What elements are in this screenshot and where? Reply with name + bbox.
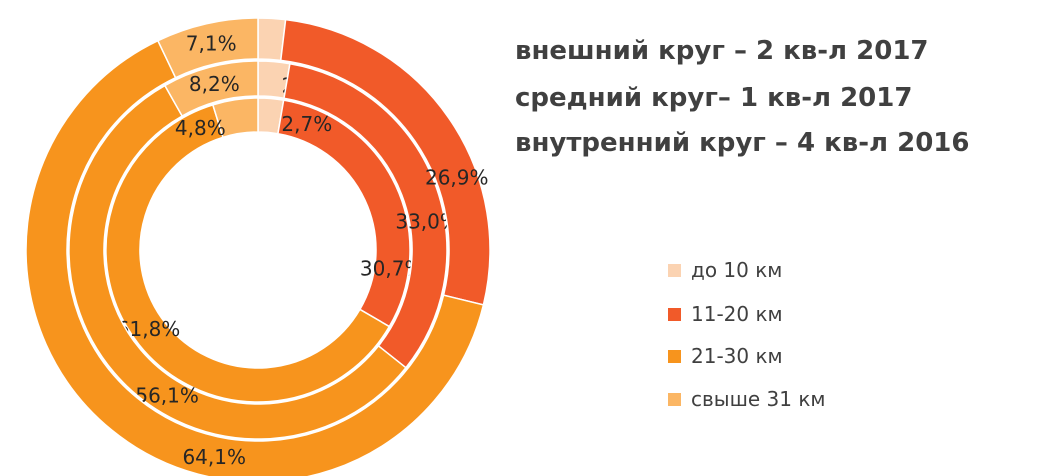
title-inner: внутренний круг – 4 кв-л 2016 (515, 128, 970, 158)
data-label: 7,1% (186, 32, 237, 56)
data-label: 8,2% (189, 72, 240, 96)
data-label: 56,1% (135, 383, 199, 407)
legend-item: свыше 31 км (668, 387, 826, 411)
legend-item: 21-30 км (668, 344, 783, 368)
slice-inner-3 (211, 97, 259, 139)
legend-swatch (668, 263, 681, 277)
legend-label: 11-20 км (691, 302, 783, 326)
legend-item: до 10 км (668, 258, 782, 282)
legend-label: свыше 31 км (691, 387, 826, 411)
slice-inner-2 (105, 103, 391, 403)
title-outer: внешний круг – 2 кв-л 2017 (515, 36, 929, 66)
data-label: 64,1% (182, 445, 246, 469)
legend-label: до 10 км (691, 258, 783, 282)
legend-swatch (668, 349, 681, 363)
data-label: 26,9% (425, 166, 489, 190)
legend-swatch (668, 307, 681, 321)
data-label: 4,8% (175, 116, 226, 140)
slice-outer-3 (156, 17, 259, 79)
slice-outer-2 (25, 39, 485, 476)
legend-label: 21-30 км (691, 344, 783, 368)
legend-swatch (668, 392, 681, 406)
legend-item: 11-20 км (668, 302, 783, 326)
data-label: 2,7% (281, 112, 332, 136)
slice-middle-3 (163, 60, 259, 118)
slice-middle-2 (68, 84, 407, 440)
title-middle: средний круг– 1 кв-л 2017 (515, 83, 913, 113)
